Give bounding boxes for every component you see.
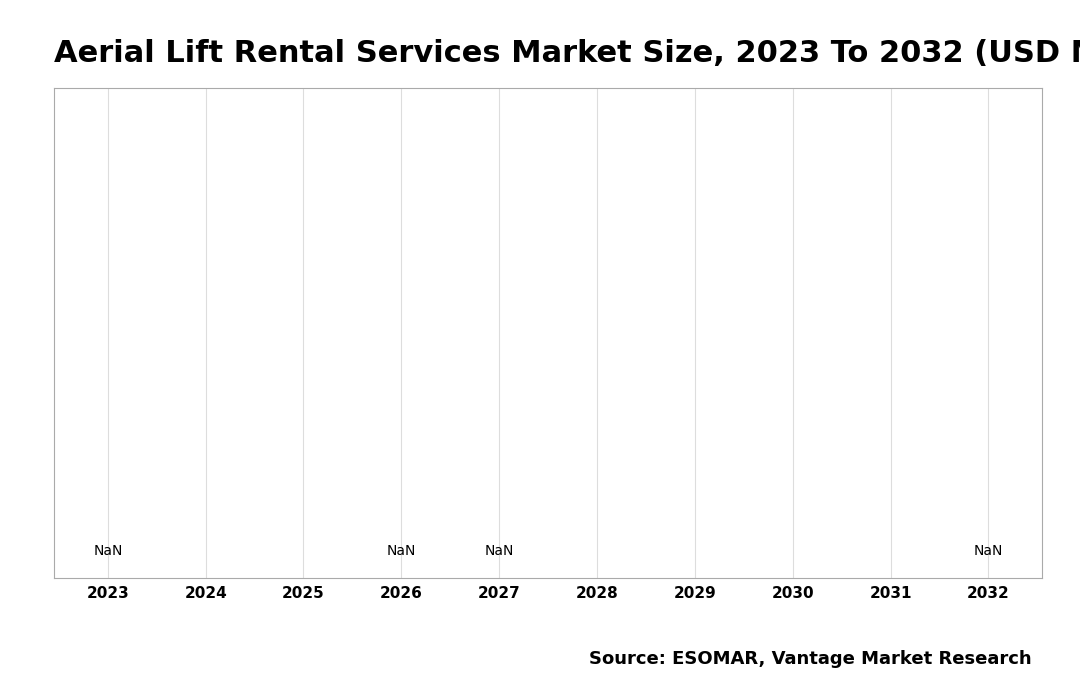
Text: NaN: NaN [387,544,416,558]
Text: Source: ESOMAR, Vantage Market Research: Source: ESOMAR, Vantage Market Research [589,650,1031,668]
Text: Aerial Lift Rental Services Market Size, 2023 To 2032 (USD Million): Aerial Lift Rental Services Market Size,… [54,39,1080,69]
Text: NaN: NaN [974,544,1003,558]
Text: NaN: NaN [485,544,514,558]
Text: NaN: NaN [93,544,122,558]
